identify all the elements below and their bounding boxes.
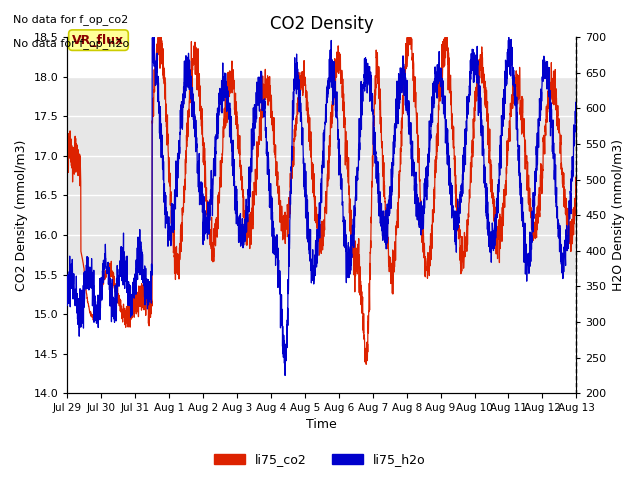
li75_co2 bbox=[281, 227, 289, 233]
li75_co2 bbox=[362, 361, 370, 367]
li75_h2o bbox=[63, 302, 71, 308]
li75_co2 bbox=[563, 224, 570, 229]
li75_h2o bbox=[259, 103, 266, 108]
Line: li75_h2o: li75_h2o bbox=[67, 37, 576, 375]
Text: VR_flux: VR_flux bbox=[72, 34, 125, 47]
li75_co2 bbox=[508, 96, 516, 101]
li75_h2o bbox=[281, 366, 289, 372]
li75_h2o bbox=[563, 223, 570, 228]
li75_h2o bbox=[572, 109, 580, 115]
li75_co2 bbox=[572, 205, 580, 211]
li75_h2o bbox=[150, 35, 158, 40]
li75_co2 bbox=[152, 82, 159, 88]
Text: No data for f_op_co2: No data for f_op_co2 bbox=[13, 14, 128, 25]
Bar bbox=[67, 77, 576, 275]
X-axis label: Time: Time bbox=[307, 419, 337, 432]
li75_co2 bbox=[154, 35, 162, 40]
li75_h2o bbox=[122, 270, 129, 276]
li75_co2 bbox=[259, 73, 266, 79]
Line: li75_co2: li75_co2 bbox=[67, 37, 576, 364]
li75_co2 bbox=[122, 308, 129, 314]
Y-axis label: H2O Density (mmol/m3): H2O Density (mmol/m3) bbox=[612, 139, 625, 291]
li75_h2o bbox=[508, 57, 516, 62]
Legend: li75_co2, li75_h2o: li75_co2, li75_h2o bbox=[209, 448, 431, 471]
Text: No data for f_op_h2o: No data for f_op_h2o bbox=[13, 38, 129, 49]
li75_co2 bbox=[63, 156, 71, 161]
Y-axis label: CO2 Density (mmol/m3): CO2 Density (mmol/m3) bbox=[15, 140, 28, 291]
Title: CO2 Density: CO2 Density bbox=[270, 15, 374, 33]
li75_h2o bbox=[281, 372, 289, 378]
li75_h2o bbox=[152, 71, 159, 77]
